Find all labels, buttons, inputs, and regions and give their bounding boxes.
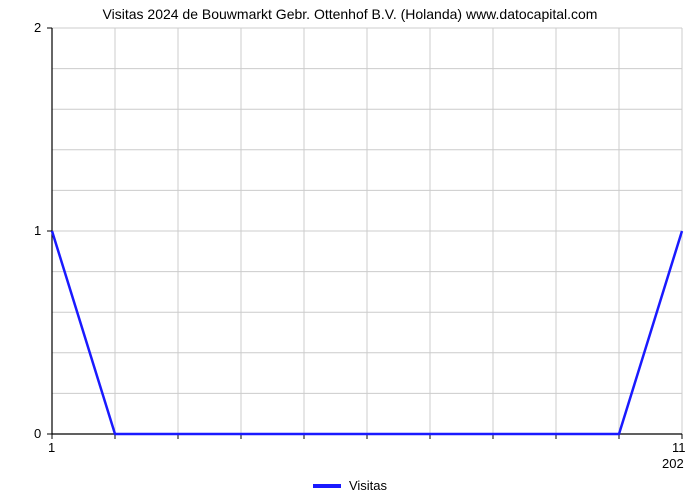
x-tick-label: 1 [48, 440, 55, 455]
y-tick-label: 0 [34, 426, 41, 441]
x-below-label: 202 [662, 456, 684, 471]
legend-swatch [313, 484, 341, 488]
legend-label: Visitas [349, 478, 387, 493]
x-tick-label: 11 [672, 440, 686, 455]
plot-area [46, 27, 688, 441]
chart-legend: Visitas [0, 478, 700, 493]
y-tick-label: 1 [34, 223, 41, 238]
visits-chart: Visitas 2024 de Bouwmarkt Gebr. Ottenhof… [0, 0, 700, 500]
chart-title: Visitas 2024 de Bouwmarkt Gebr. Ottenhof… [0, 6, 700, 22]
y-tick-label: 2 [34, 20, 41, 35]
